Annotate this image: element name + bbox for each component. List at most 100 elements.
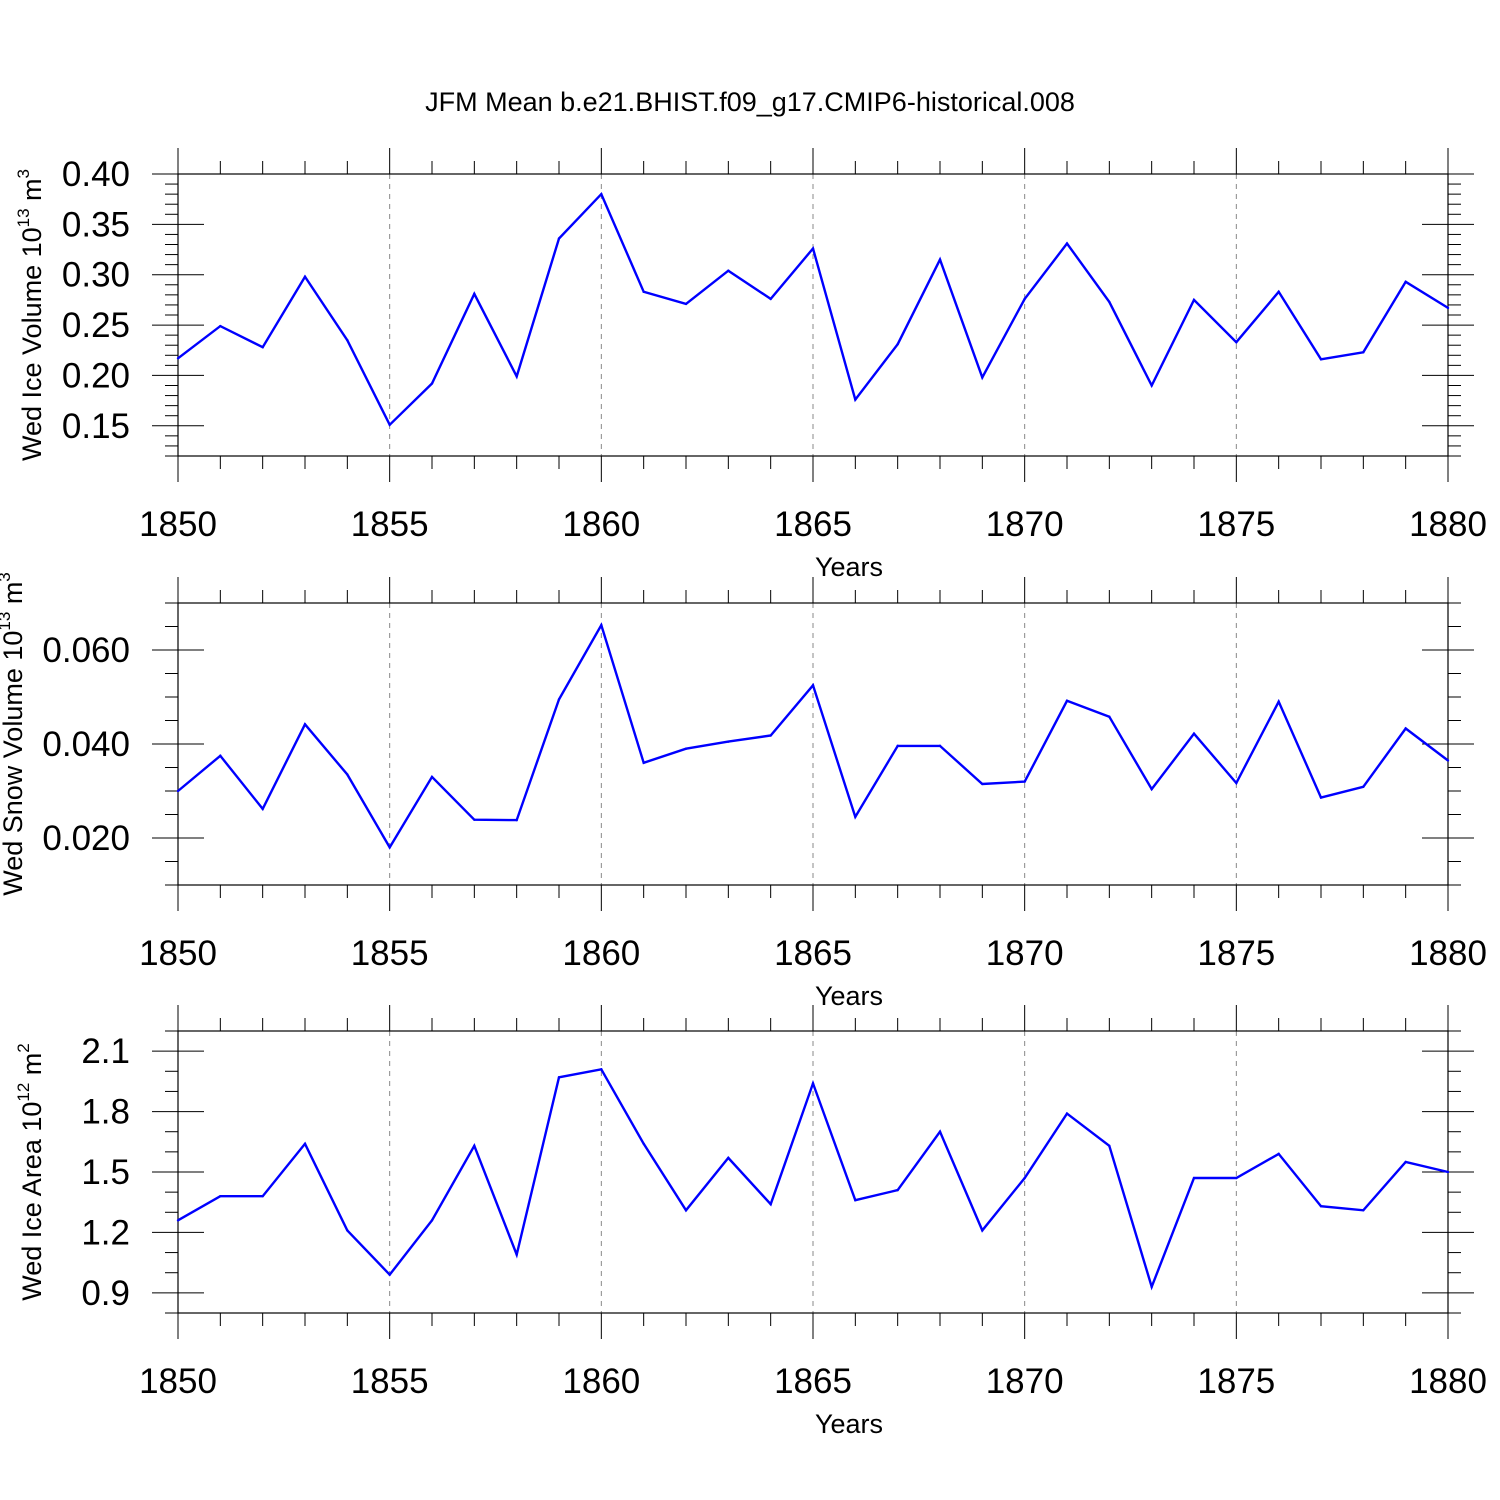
panel2-data-point-1873 — [1150, 1285, 1153, 1289]
panel2-data-point-1862 — [684, 1209, 688, 1212]
panel2-data-point-1860 — [600, 1068, 603, 1071]
panel1-data-point-1866 — [854, 815, 857, 819]
panel0-ytick-label-0.35: 0.35 — [62, 205, 130, 244]
panel1-xtick-label-1870: 1870 — [986, 934, 1064, 973]
panel2-data-point-1850 — [176, 1219, 180, 1222]
panel1-data-point-1852 — [261, 807, 264, 811]
panel0-xtick-label-1860: 1860 — [562, 505, 640, 544]
panel1-data-point-1860 — [600, 623, 603, 627]
panel2-data-point-1870 — [1023, 1176, 1026, 1180]
ice-volume-panel: 1850 1855 1860 1865 1870 1875 1880 Years 0.15 0.2… — [14, 148, 1487, 582]
panel0-xtick-label-1875: 1875 — [1197, 505, 1275, 544]
ice-area-panel: 1850 1855 1860 1865 1870 1875 1880 Years 0.9 1.2 1… — [14, 1005, 1487, 1439]
panel0-ytick-label-0.25: 0.25 — [62, 306, 130, 345]
panel1-xtick-label-1865: 1865 — [774, 934, 852, 973]
panel0-data-point-1854 — [346, 338, 349, 342]
panel0-data-point-1870 — [1023, 297, 1026, 301]
panel2-data-point-1877 — [1319, 1205, 1323, 1208]
panel1-ytick-label-0.060: 0.060 — [42, 631, 130, 670]
panel1-xtick-label-1855: 1855 — [351, 934, 429, 973]
panel2-data-point-1861 — [642, 1142, 645, 1146]
panel0-data-point-1863 — [727, 269, 730, 272]
panel2-data-point-1851 — [219, 1194, 222, 1198]
panel2-data-point-1857 — [473, 1144, 476, 1148]
panel2-x-axis-label: Years — [815, 1409, 883, 1439]
panel1-data-point-1850 — [176, 789, 180, 793]
panel2-ytick-label-2.1: 2.1 — [81, 1032, 130, 1071]
panel2-data-point-1855 — [388, 1273, 391, 1276]
panel2-xtick-label-1875: 1875 — [1197, 1362, 1275, 1401]
panel1-y-axis-label: Wed Snow Volume 1013 m3 — [0, 572, 28, 896]
panel1-xtick-label-1880: 1880 — [1409, 934, 1487, 973]
panel2-data-point-1854 — [346, 1229, 349, 1232]
panel1-data-point-1878 — [1362, 785, 1365, 788]
panel0-data-point-1868 — [938, 258, 942, 261]
panel2-ytick-label-1.8: 1.8 — [81, 1093, 130, 1132]
panel0-data-point-1853 — [303, 275, 307, 278]
panel2-data-point-1867 — [896, 1188, 899, 1192]
panel2-data-point-1880 — [1446, 1170, 1450, 1174]
panel0-xtick-label-1850: 1850 — [139, 505, 217, 544]
panel1-data-point-1864 — [769, 734, 772, 737]
panel0-data-point-1855 — [388, 423, 391, 426]
snow-volume-panel: 1850 1855 1860 1865 1870 1875 1880 Years 0.020 0.… — [0, 572, 1487, 1011]
panel0-xtick-label-1870: 1870 — [986, 505, 1064, 544]
panel1-data-point-1869 — [981, 782, 984, 786]
panel2-y-axis-label: Wed Ice Area 1012 m2 — [14, 1043, 47, 1301]
panel0-x-axis-label: Years — [815, 552, 883, 582]
panel1-data-point-1877 — [1319, 796, 1323, 799]
panel2-xtick-label-1860: 1860 — [562, 1362, 640, 1401]
panel2-data-point-1871 — [1065, 1112, 1069, 1115]
panel0-data-point-1864 — [769, 297, 772, 301]
panel0-ytick-label-0.20: 0.20 — [62, 356, 130, 395]
panel1-data-point-1853 — [303, 723, 307, 726]
panel0-y-axis-label: Wed Ice Volume 1013 m3 — [14, 169, 47, 461]
panel1-data-point-1857 — [473, 818, 476, 821]
panel1-x-axis-label: Years — [815, 981, 883, 1011]
panel2-ytick-label-1.2: 1.2 — [81, 1213, 130, 1252]
panel0-data-point-1872 — [1108, 300, 1111, 304]
panel1-data-point-1855 — [388, 846, 391, 849]
panel2-ytick-label-1.5: 1.5 — [81, 1153, 130, 1192]
panel0-data-point-1878 — [1362, 351, 1365, 354]
panel1-data-point-1863 — [727, 740, 730, 743]
panel1-data-point-1861 — [642, 761, 645, 764]
panel2-data-point-1879 — [1404, 1160, 1407, 1164]
panel2-data-point-1853 — [303, 1142, 307, 1146]
panel1-data-point-1854 — [346, 773, 349, 776]
panel0-xtick-label-1880: 1880 — [1409, 505, 1487, 544]
panel0-ytick-label-0.30: 0.30 — [62, 256, 130, 295]
panel2-xtick-label-1865: 1865 — [774, 1362, 852, 1401]
panel2-data-point-1876 — [1277, 1152, 1280, 1156]
panel2-data-point-1875 — [1235, 1176, 1238, 1180]
panel1-data-point-1851 — [219, 754, 222, 757]
panel2-data-point-1863 — [727, 1156, 730, 1160]
panel1-data-point-1873 — [1150, 787, 1153, 791]
panel2-data-point-1865 — [811, 1082, 815, 1085]
panel2-data-point-1859 — [557, 1076, 561, 1079]
panel2-xtick-label-1870: 1870 — [986, 1362, 1064, 1401]
panel0-data-point-1859 — [557, 237, 561, 240]
panel2-data-point-1868 — [938, 1130, 942, 1133]
panel2-data-point-1858 — [515, 1253, 518, 1256]
panel1-xtick-label-1850: 1850 — [139, 934, 217, 973]
panel2-data-point-1866 — [854, 1199, 857, 1202]
panel0-data-point-1873 — [1150, 384, 1153, 387]
panel1-data-point-1856 — [430, 775, 434, 779]
panel2-data-point-1856 — [430, 1219, 434, 1222]
panel1-data-point-1879 — [1404, 727, 1407, 730]
panel1-xtick-label-1875: 1875 — [1197, 934, 1275, 973]
panel2-xtick-label-1850: 1850 — [139, 1362, 217, 1401]
panel1-data-point-1875 — [1235, 781, 1238, 785]
panel1-data-point-1880 — [1446, 759, 1450, 762]
panel1-data-point-1859 — [557, 698, 561, 701]
panel0-data-point-1851 — [219, 324, 222, 328]
panel1-data-point-1871 — [1065, 699, 1069, 702]
panel0-data-point-1852 — [261, 346, 264, 349]
panel2-data-point-1872 — [1108, 1144, 1111, 1148]
panel0-data-point-1875 — [1235, 340, 1238, 344]
panel0-data-point-1876 — [1277, 290, 1280, 294]
panel0-ytick-label-0.15: 0.15 — [62, 407, 130, 446]
panel1-data-point-1868 — [938, 744, 942, 748]
